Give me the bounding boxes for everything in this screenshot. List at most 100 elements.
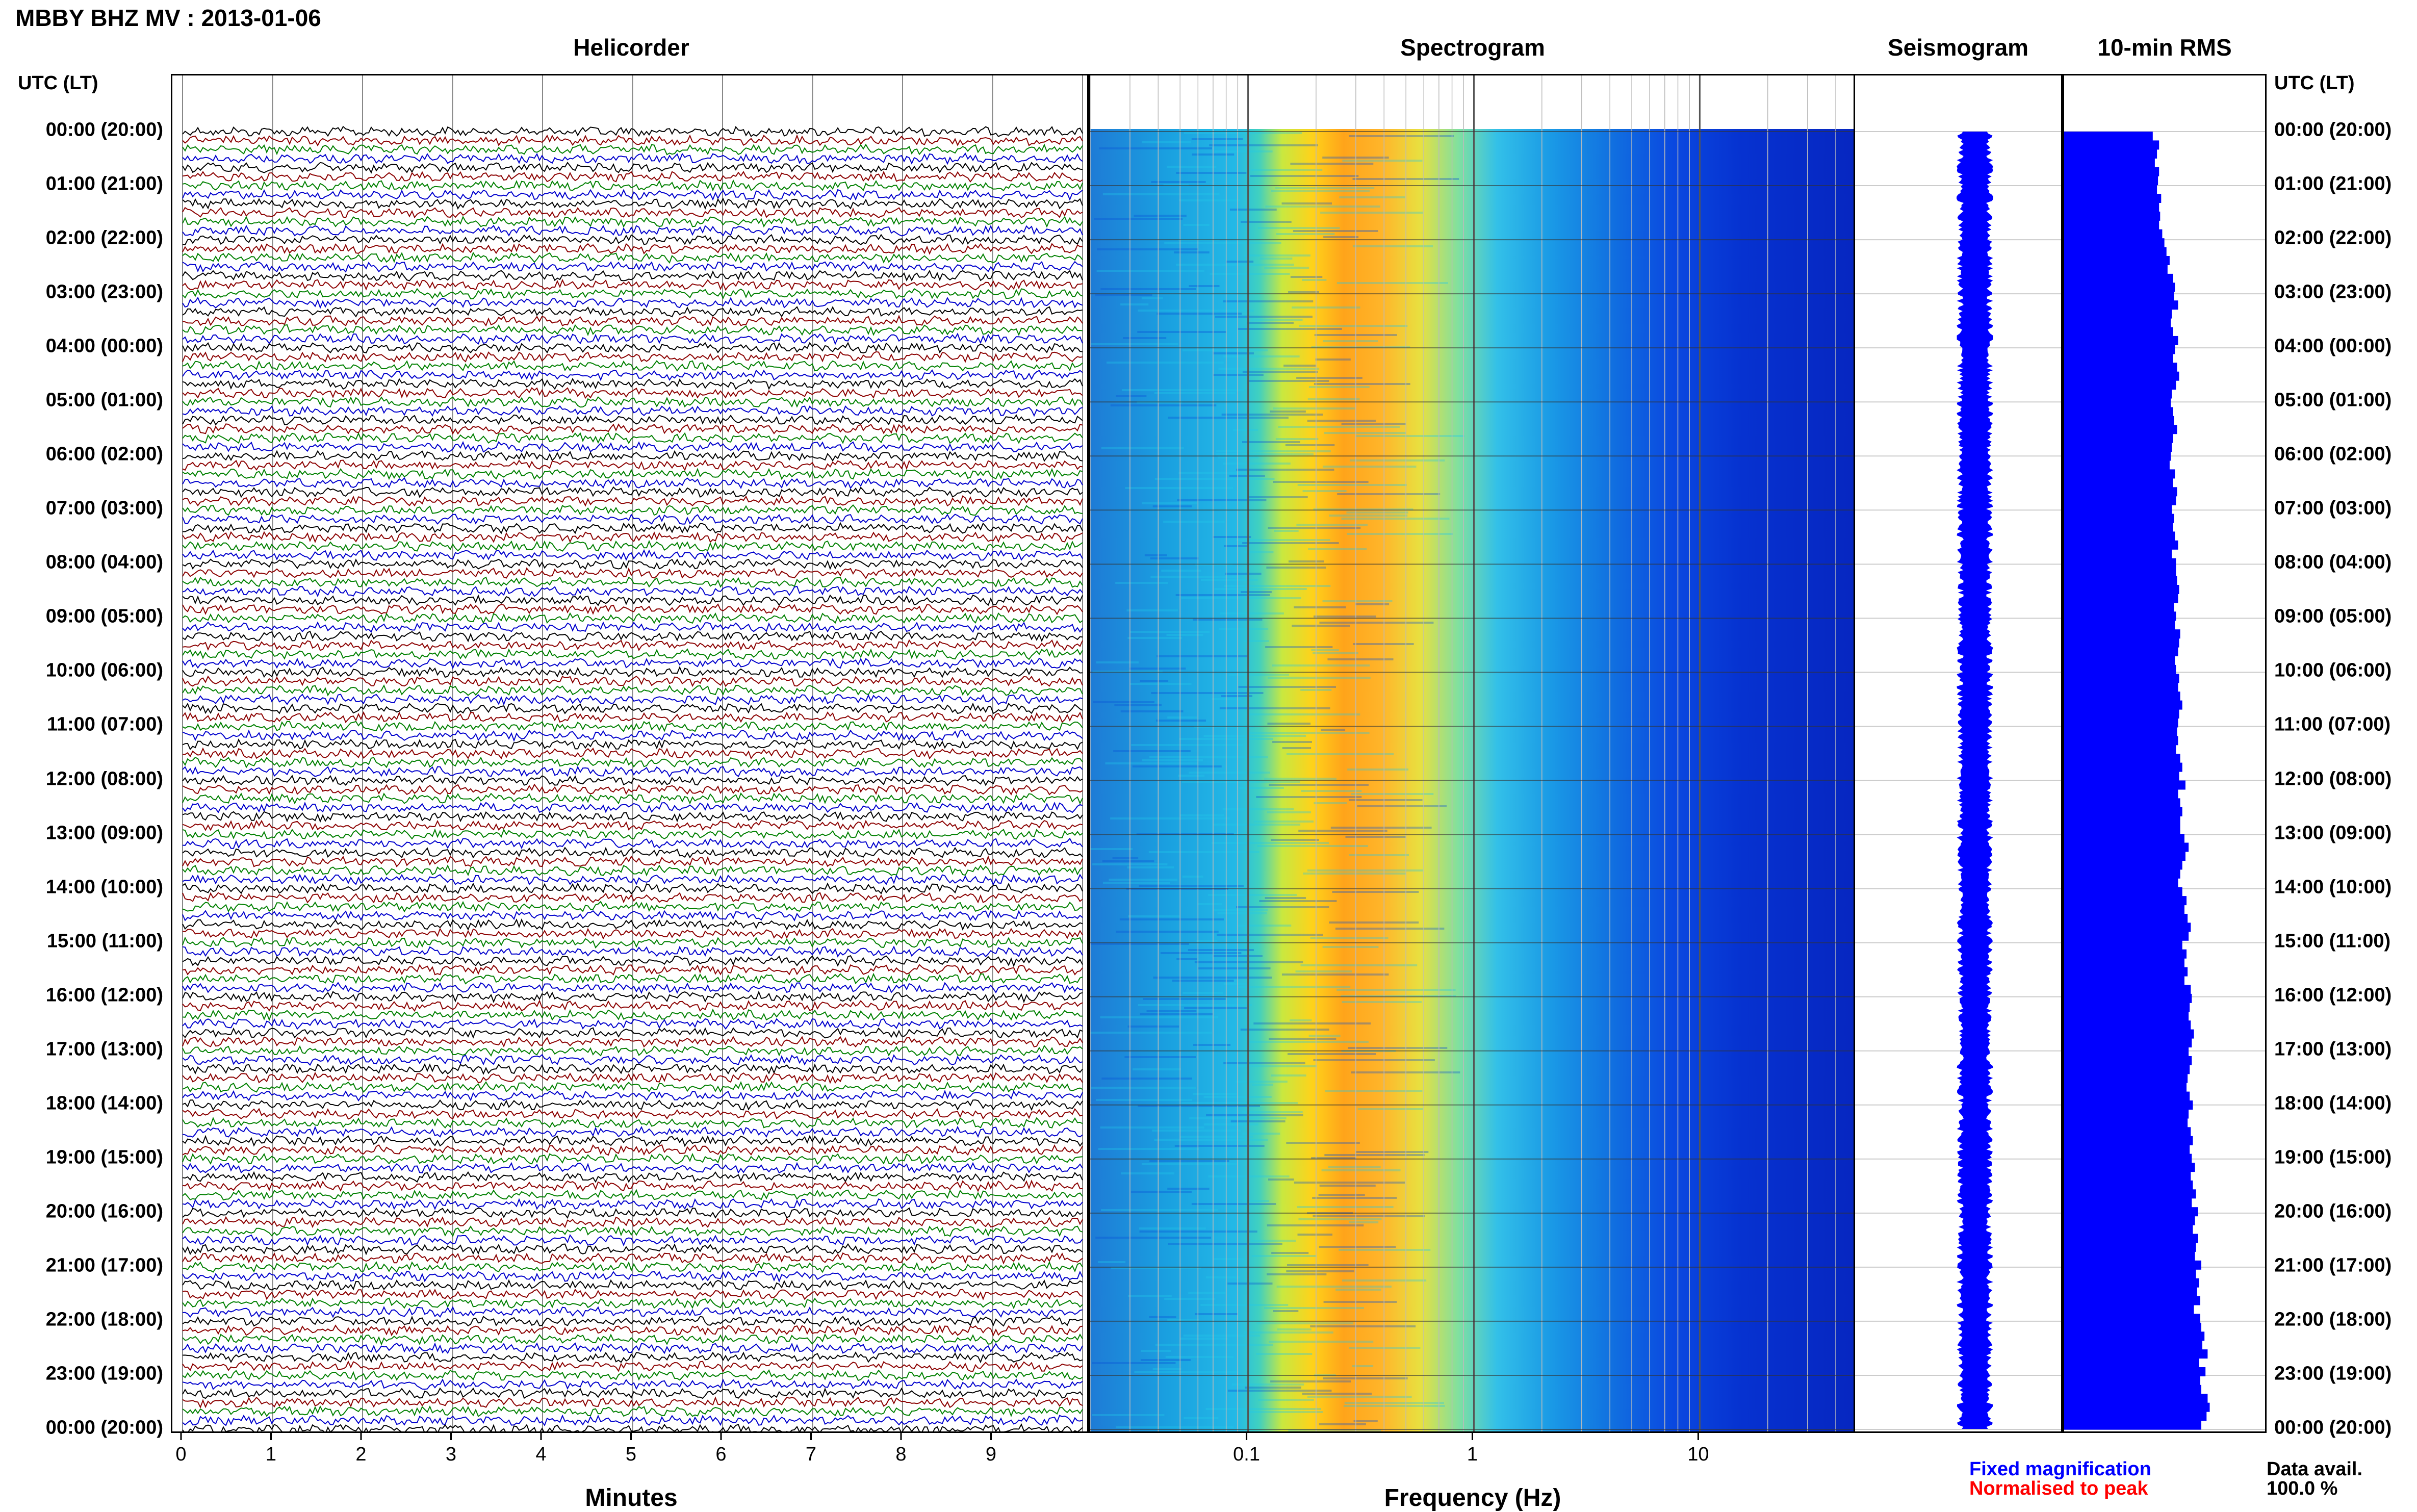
spectrogram-streak	[1250, 1240, 1296, 1242]
spectrogram-streak	[1138, 1004, 1252, 1006]
spectrogram-streak	[1342, 1001, 1422, 1003]
time-label-right: 12:00 (08:00)	[2274, 768, 2392, 789]
rms-bar	[2064, 1020, 2191, 1030]
spectrogram-streak	[1177, 499, 1267, 501]
spectrogram-streak	[1230, 1120, 1285, 1122]
helicorder-trace	[182, 1099, 1083, 1111]
spectrogram-streak	[1215, 453, 1314, 455]
spectrogram-streak	[1355, 603, 1390, 605]
helicorder-trace	[182, 495, 1083, 507]
spectrogram-streak	[1335, 1289, 1381, 1291]
rms-bar	[2064, 940, 2182, 950]
helicorder-trace	[182, 801, 1083, 813]
rms-bar	[2064, 931, 2189, 941]
rms-bar	[2064, 380, 2176, 390]
spectrogram-streak	[1290, 1019, 1312, 1021]
helicorder-trace	[182, 1387, 1083, 1399]
spectrogram-streak	[1167, 1319, 1199, 1321]
rms-bar	[2064, 1198, 2192, 1208]
spectrogram-streak	[1101, 1078, 1192, 1080]
spectrogram-streak	[1277, 1328, 1312, 1330]
helicorder-trace	[182, 1333, 1083, 1346]
rms-bar	[2064, 1322, 2201, 1332]
time-label-right: 09:00 (05:00)	[2274, 605, 2392, 627]
spectrogram-streak	[1119, 918, 1224, 920]
spectrogram-streak	[1127, 915, 1180, 917]
rms-bar	[2064, 265, 2168, 274]
data-avail-label: Data avail.	[2267, 1458, 2362, 1480]
spectrogram-streak	[1236, 1081, 1288, 1083]
time-label-right: 06:00 (02:00)	[2274, 443, 2392, 465]
spectrogram-streak	[1151, 181, 1206, 183]
rms-bar	[2064, 718, 2178, 728]
spectrogram-streak	[1238, 986, 1351, 988]
spectrogram-streak	[1248, 732, 1370, 734]
spectrogram-streak	[1247, 322, 1294, 324]
time-label-left: 05:00 (01:00)	[45, 389, 163, 411]
spectrogram-streak	[1110, 817, 1230, 819]
spectrogram-streak	[1320, 212, 1423, 214]
spectrogram-streak	[1154, 478, 1275, 480]
rms-bar	[2064, 664, 2176, 674]
spectrogram-streak	[1200, 1304, 1289, 1306]
helicorder-trace	[182, 296, 1083, 309]
spectrogram-streak	[1244, 640, 1269, 642]
spectrogram-streak	[1105, 762, 1198, 764]
spectrogram-streak	[1099, 147, 1212, 149]
spectrogram-streak	[1195, 1313, 1238, 1315]
spectrogram-streak	[1098, 1148, 1200, 1150]
helicorder-trace	[182, 251, 1083, 264]
spectrogram-streak	[1242, 371, 1318, 373]
spectrogram-streak	[1191, 1203, 1276, 1205]
spectrogram-streak	[1100, 1126, 1205, 1129]
spectrogram-streak	[1349, 1221, 1379, 1223]
time-label-left: 04:00 (00:00)	[45, 335, 163, 357]
helicorder-trace	[182, 594, 1083, 606]
spectrogram-streak	[1189, 285, 1220, 287]
spectrogram-streak	[1298, 830, 1387, 832]
spectrogram-streak	[1213, 374, 1264, 376]
spectrogram-streak	[1275, 438, 1319, 440]
rms-bar	[2064, 300, 2178, 310]
helicorder-trace	[182, 756, 1083, 768]
helicorder-trace	[182, 1324, 1083, 1337]
spectrogram-streak	[1130, 631, 1210, 633]
rms-bar	[2064, 451, 2171, 461]
spectrogram-streak	[1142, 141, 1191, 143]
rms-bar	[2064, 416, 2174, 425]
helicorder-trace	[182, 1405, 1083, 1418]
spectrogram-streak	[1241, 221, 1292, 223]
spectrogram-streak	[1265, 206, 1380, 208]
spectrogram-streak	[1341, 518, 1450, 520]
helicorder-trace	[182, 648, 1083, 660]
spectrogram-streak	[1116, 1426, 1234, 1428]
rms-bar	[2064, 1003, 2190, 1012]
helicorder-trace	[182, 1351, 1083, 1364]
helicorder-trace	[182, 1207, 1083, 1219]
helicorder-trace	[182, 351, 1083, 363]
helicorder-trace	[182, 711, 1083, 724]
rms-panel	[2063, 74, 2267, 1433]
spectrogram-streak	[1264, 1307, 1364, 1309]
helicorder-tick-label: 6	[715, 1444, 726, 1465]
helicorder-trace	[182, 531, 1083, 544]
spectrogram-streak	[1319, 622, 1434, 624]
time-label-right: 01:00 (21:00)	[2274, 173, 2392, 195]
seismogram-plot	[1855, 131, 2061, 1430]
helicorder-trace	[182, 612, 1083, 624]
rms-plot	[2064, 131, 2265, 1430]
spectrogram-streak	[1287, 1264, 1369, 1266]
rms-bar	[2064, 363, 2177, 372]
spectrogram-streak	[1124, 1056, 1196, 1058]
helicorder-trace	[182, 792, 1083, 805]
spectrogram-streak	[1319, 1246, 1396, 1248]
spectrogram-streak	[1197, 967, 1271, 969]
spectrogram-streak	[1272, 664, 1370, 667]
helicorder-trace	[182, 143, 1083, 156]
helicorder-trace	[182, 486, 1083, 498]
helicorder-trace	[182, 1198, 1083, 1210]
helicorder-trace	[182, 747, 1083, 760]
spectrogram-streak	[1318, 1194, 1365, 1196]
spectrogram-streak	[1244, 1331, 1333, 1334]
helicorder-trace	[182, 170, 1083, 183]
